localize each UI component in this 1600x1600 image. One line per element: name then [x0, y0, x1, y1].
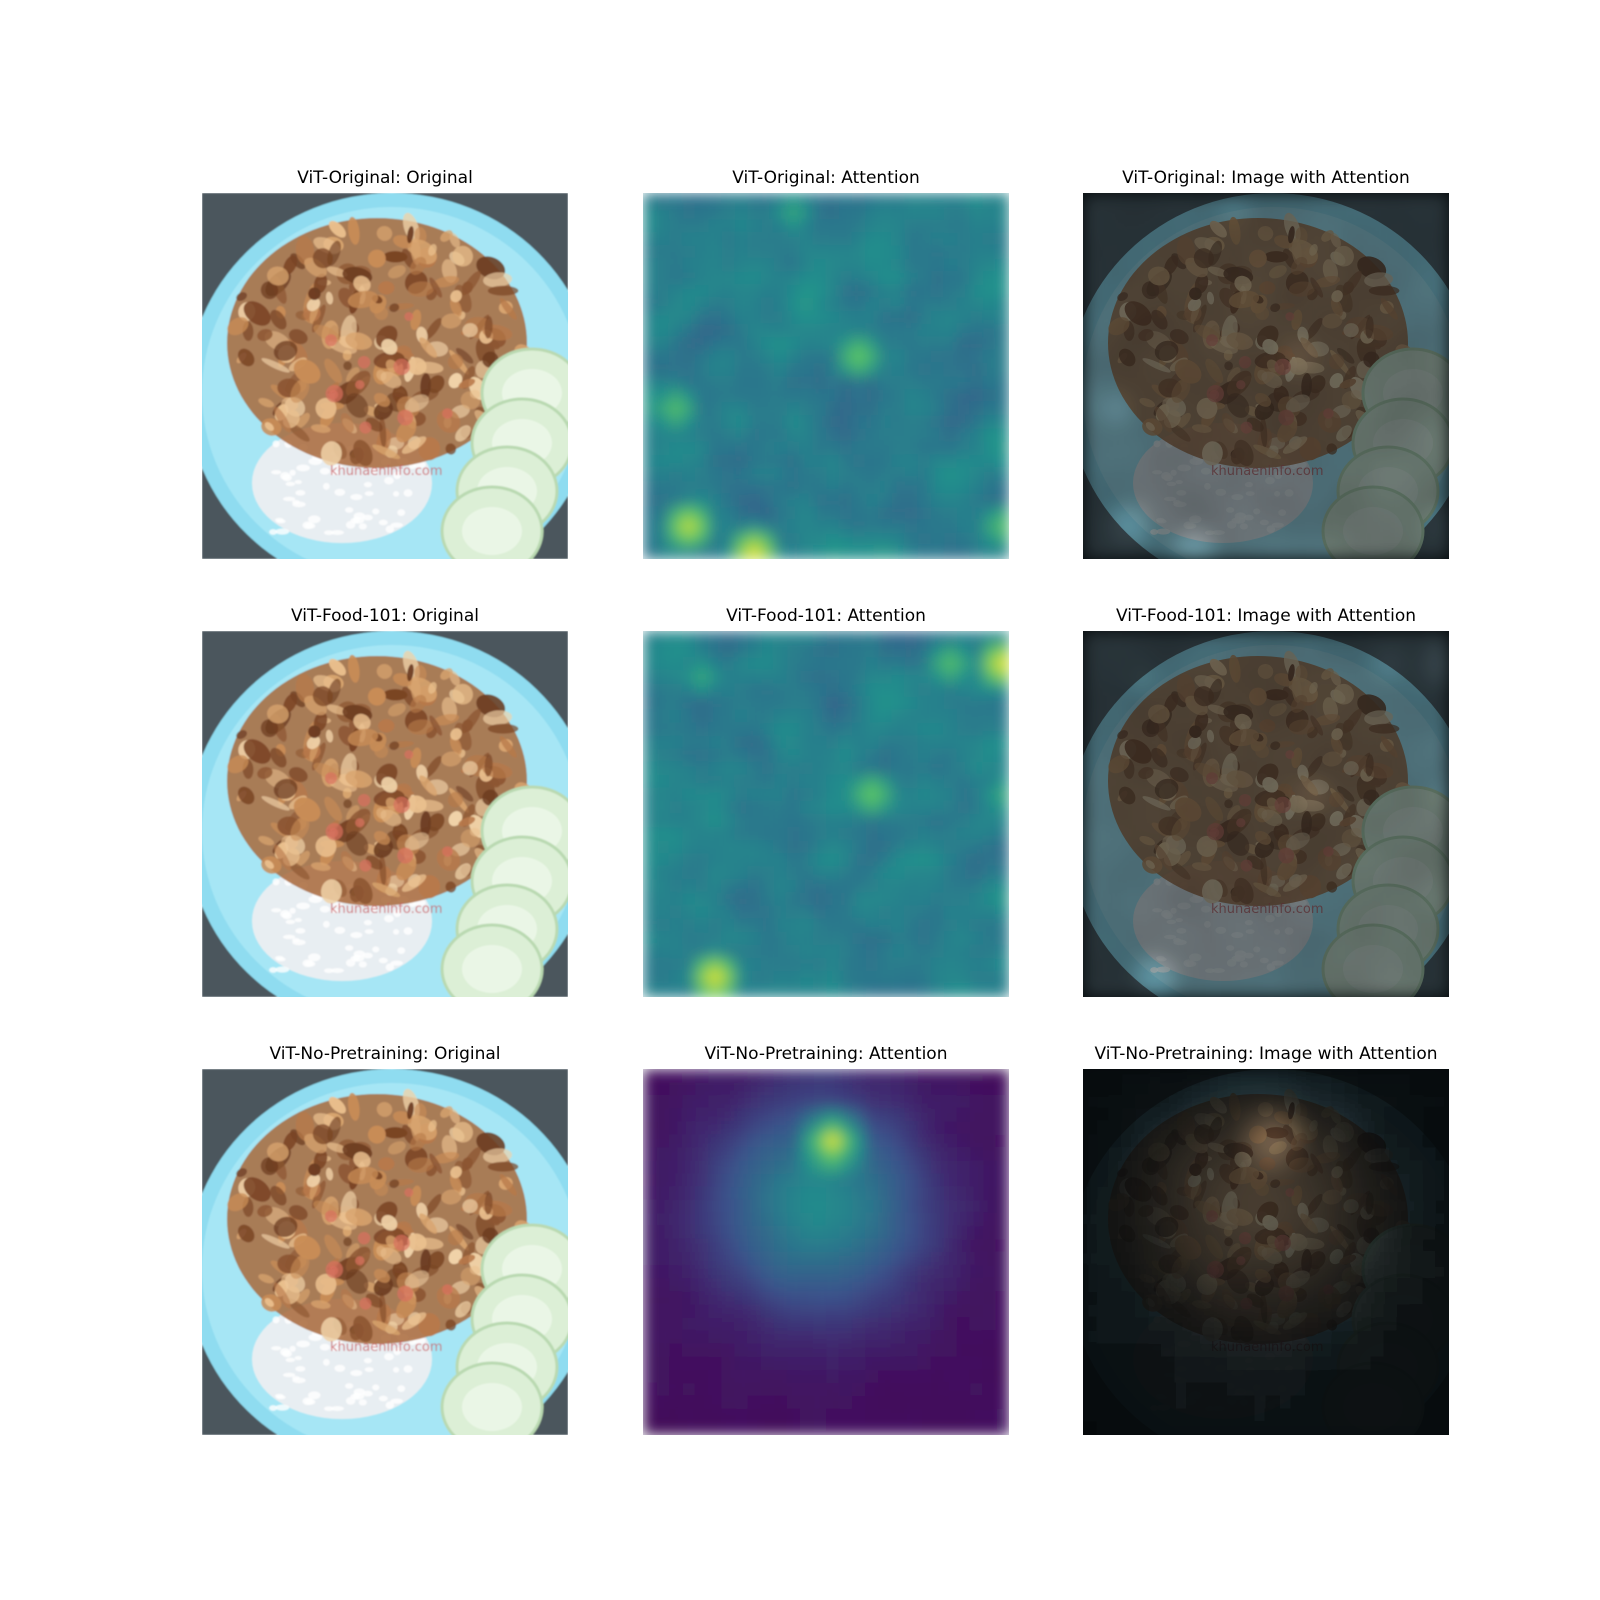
original-image-panel-graphic: khunaeninfo.com [202, 193, 568, 559]
original-image-panel: khunaeninfo.com [202, 1069, 568, 1435]
attention-map-panel [643, 1069, 1009, 1435]
svg-text:khunaeninfo.com: khunaeninfo.com [1211, 464, 1324, 479]
panel-title: ViT-No-Pretraining: Original [269, 1044, 501, 1064]
panel-title: ViT-Food-101: Image with Attention [1116, 606, 1416, 626]
attention-map-panel-graphic [643, 193, 1009, 559]
overlay-image-panel: khunaeninfo.com [1083, 193, 1449, 559]
panel-title: ViT-Original: Original [297, 168, 473, 188]
panel-title: ViT-No-Pretraining: Image with Attention [1094, 1044, 1438, 1064]
overlay-image-panel-graphic: khunaeninfo.com [1083, 193, 1449, 559]
overlay-image-panel: khunaeninfo.com [1083, 631, 1449, 997]
attention-map-panel-graphic [643, 1069, 1009, 1435]
panel-title: ViT-No-Pretraining: Attention [704, 1044, 948, 1064]
svg-text:khunaeninfo.com: khunaeninfo.com [330, 902, 443, 917]
panel-title: ViT-Original: Image with Attention [1122, 168, 1410, 188]
overlay-image-panel: khunaeninfo.com [1083, 1069, 1449, 1435]
panel-title: ViT-Food-101: Original [291, 606, 479, 626]
original-image-panel-graphic: khunaeninfo.com [202, 1069, 568, 1435]
svg-text:khunaeninfo.com: khunaeninfo.com [330, 1340, 443, 1355]
overlay-image-panel-graphic: khunaeninfo.com [1083, 631, 1449, 997]
original-image-panel-graphic: khunaeninfo.com [202, 631, 568, 997]
attention-map-panel [643, 193, 1009, 559]
original-image-panel: khunaeninfo.com [202, 631, 568, 997]
panel-title: ViT-Food-101: Attention [726, 606, 926, 626]
attention-map-panel-graphic [643, 631, 1009, 997]
panel-title: ViT-Original: Attention [732, 168, 920, 188]
original-image-panel: khunaeninfo.com [202, 193, 568, 559]
svg-text:khunaeninfo.com: khunaeninfo.com [1211, 902, 1324, 917]
overlay-image-panel-graphic: khunaeninfo.com [1083, 1069, 1449, 1435]
svg-text:khunaeninfo.com: khunaeninfo.com [330, 464, 443, 479]
attention-map-panel [643, 631, 1009, 997]
